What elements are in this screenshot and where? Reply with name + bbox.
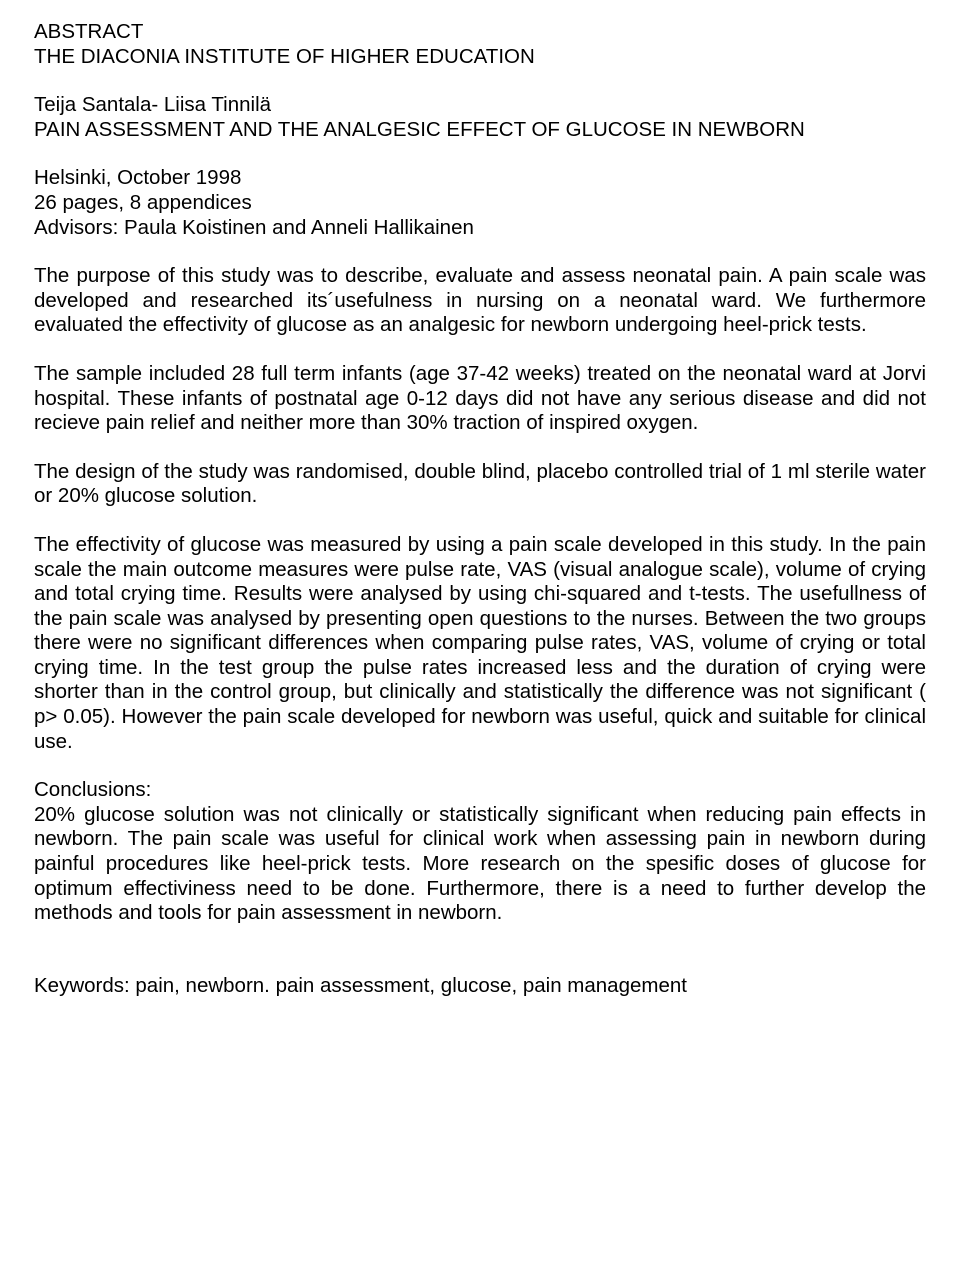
spacer xyxy=(34,69,926,93)
abstract-header-line1: ABSTRACT xyxy=(34,20,926,45)
conclusions-label: Conclusions: xyxy=(34,778,926,803)
spacer xyxy=(34,240,926,264)
paragraph-4: The effectivity of glucose was measured … xyxy=(34,533,926,754)
document-title: PAIN ASSESSMENT AND THE ANALGESIC EFFECT… xyxy=(34,118,926,143)
keywords: Keywords: pain, newborn. pain assessment… xyxy=(34,974,926,999)
paragraph-2: The sample included 28 full term infants… xyxy=(34,362,926,436)
conclusions-text: 20% glucose solution was not clinically … xyxy=(34,803,926,926)
authors: Teija Santala- Liisa Tinnilä xyxy=(34,93,926,118)
paragraph-3: The design of the study was randomised, … xyxy=(34,460,926,509)
pages-info: 26 pages, 8 appendices xyxy=(34,191,926,216)
abstract-header-line2: THE DIACONIA INSTITUTE OF HIGHER EDUCATI… xyxy=(34,45,926,70)
location-date: Helsinki, October 1998 xyxy=(34,166,926,191)
advisors: Advisors: Paula Koistinen and Anneli Hal… xyxy=(34,216,926,241)
paragraph-1: The purpose of this study was to describ… xyxy=(34,264,926,338)
spacer xyxy=(34,142,926,166)
